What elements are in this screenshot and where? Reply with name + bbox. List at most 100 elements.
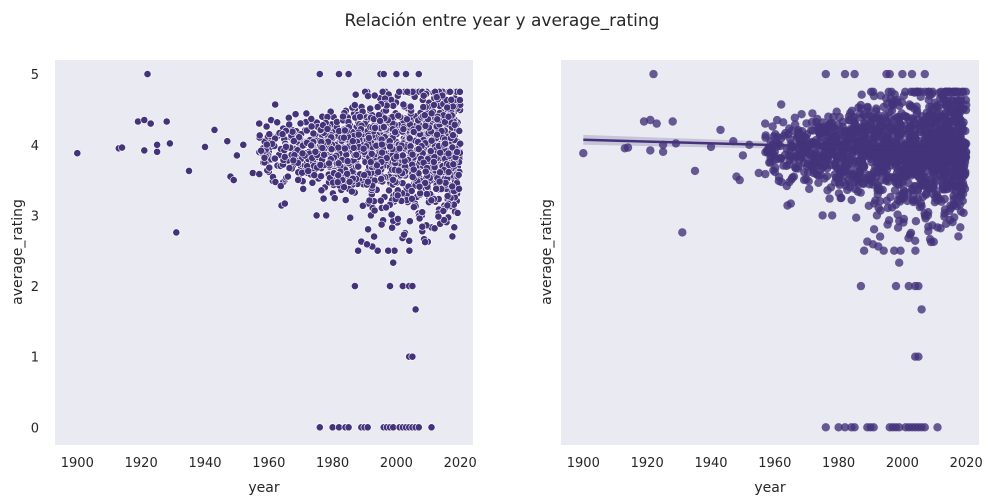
x-tick-label: 1940 xyxy=(694,456,727,471)
data-point xyxy=(349,143,358,152)
data-point xyxy=(928,189,938,199)
x-tick-label: 1900 xyxy=(61,456,94,471)
data-point xyxy=(358,201,367,210)
x-tick-label: 1900 xyxy=(567,456,600,471)
data-point xyxy=(140,146,149,155)
data-point xyxy=(318,144,327,152)
data-point xyxy=(933,196,942,205)
data-point xyxy=(920,423,929,432)
x-tick-label: 1920 xyxy=(631,456,664,471)
data-point xyxy=(276,182,285,190)
data-point xyxy=(308,178,317,187)
data-point xyxy=(876,206,885,215)
data-point xyxy=(377,174,386,183)
data-point xyxy=(920,69,929,79)
data-point xyxy=(393,191,402,200)
data-point xyxy=(786,152,795,162)
data-point xyxy=(333,178,342,187)
data-point xyxy=(408,173,417,181)
data-point xyxy=(418,208,427,217)
data-point xyxy=(382,154,391,162)
data-point xyxy=(440,216,448,224)
data-point xyxy=(373,103,382,111)
data-point xyxy=(879,102,888,112)
data-point xyxy=(363,177,372,186)
data-point xyxy=(420,111,429,120)
data-point xyxy=(450,120,459,129)
data-point xyxy=(949,103,958,112)
right-regression-line-group xyxy=(583,134,967,153)
data-point xyxy=(377,140,386,149)
data-point xyxy=(414,145,423,153)
data-point xyxy=(949,191,958,201)
data-point xyxy=(933,423,942,432)
data-point xyxy=(455,126,464,135)
data-point xyxy=(389,101,398,110)
data-point xyxy=(927,121,936,131)
data-point xyxy=(354,162,363,171)
data-point xyxy=(449,160,458,169)
x-tick-label: 1940 xyxy=(188,456,221,471)
data-point xyxy=(134,117,142,126)
data-point xyxy=(950,149,959,158)
data-point xyxy=(846,126,856,135)
left-points xyxy=(73,70,465,432)
data-point xyxy=(954,182,963,191)
data-point xyxy=(340,126,349,135)
data-point xyxy=(444,112,453,121)
data-point xyxy=(450,223,459,232)
data-point xyxy=(262,122,271,131)
data-point xyxy=(395,144,404,153)
figure-title: Relación entre year y average_rating xyxy=(345,11,660,31)
data-point xyxy=(847,195,856,205)
data-point xyxy=(345,177,354,186)
data-point xyxy=(866,170,875,180)
data-point xyxy=(434,212,443,221)
y-tick-label: 1 xyxy=(31,351,39,366)
data-point xyxy=(911,236,920,245)
data-point xyxy=(771,130,780,139)
data-point xyxy=(446,87,454,96)
data-point xyxy=(649,69,658,79)
data-point xyxy=(443,201,452,210)
data-point xyxy=(354,130,363,139)
data-point xyxy=(408,352,417,361)
data-point xyxy=(814,178,823,187)
data-point xyxy=(789,172,799,181)
data-point xyxy=(366,158,375,166)
data-point xyxy=(850,423,859,432)
data-point xyxy=(334,159,343,168)
data-point xyxy=(385,186,393,195)
data-point xyxy=(427,136,436,145)
data-point xyxy=(317,172,325,181)
data-point xyxy=(382,203,390,212)
data-point xyxy=(911,217,921,226)
data-point xyxy=(364,92,372,100)
data-point xyxy=(898,152,907,161)
x-tick-label: 1920 xyxy=(125,456,158,471)
data-point xyxy=(140,116,149,124)
data-point xyxy=(926,237,936,247)
data-point xyxy=(372,161,381,170)
data-point xyxy=(285,120,294,129)
data-point xyxy=(421,167,430,176)
data-point xyxy=(416,189,425,198)
data-point xyxy=(370,206,379,215)
data-point xyxy=(735,175,744,185)
data-point xyxy=(895,423,904,432)
data-point xyxy=(153,140,161,149)
data-point xyxy=(392,70,401,78)
data-point xyxy=(386,282,394,290)
data-point xyxy=(395,87,404,96)
data-point xyxy=(961,95,971,105)
data-point xyxy=(320,150,328,159)
data-point xyxy=(823,186,832,195)
data-point xyxy=(339,133,348,142)
data-point xyxy=(777,100,786,109)
data-point xyxy=(738,151,748,160)
data-point xyxy=(352,150,361,159)
data-point xyxy=(378,148,386,157)
data-point xyxy=(302,109,311,118)
data-point xyxy=(270,154,279,163)
data-point xyxy=(394,111,403,120)
